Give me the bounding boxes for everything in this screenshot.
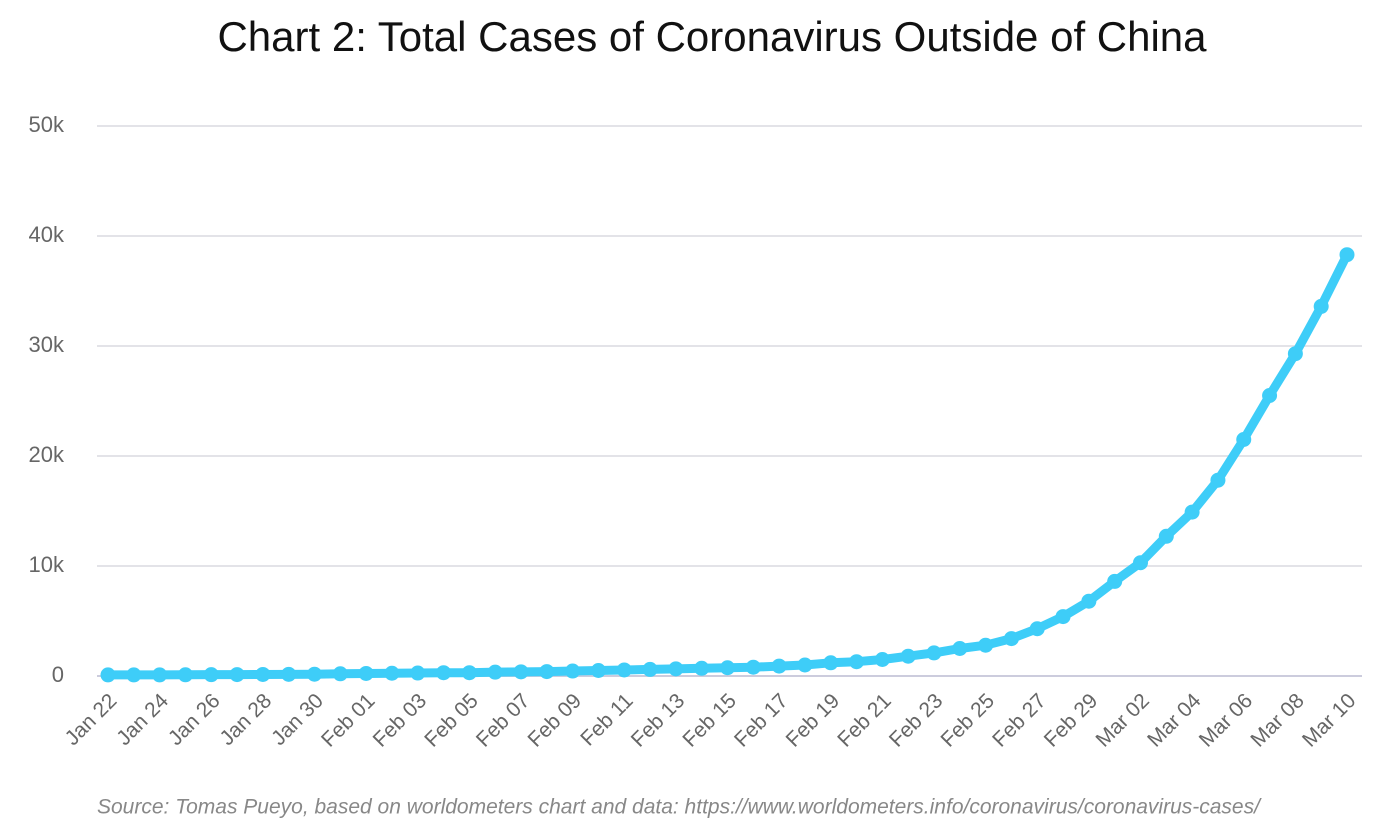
x-tick-label: Feb 01 — [317, 689, 380, 752]
marker — [797, 657, 813, 673]
x-tick-label: Jan 22 — [61, 689, 122, 750]
x-tick-label: Feb 05 — [420, 689, 483, 752]
x-tick-label: Feb 21 — [833, 689, 896, 752]
marker — [1287, 346, 1303, 362]
x-tick-label: Feb 09 — [524, 689, 587, 752]
marker — [978, 637, 994, 653]
y-tick-label: 0 — [52, 662, 64, 687]
marker — [513, 664, 529, 680]
marker — [1003, 631, 1019, 647]
x-tick-label: Mar 10 — [1298, 689, 1360, 751]
y-tick-label: 20k — [29, 442, 65, 467]
marker — [565, 663, 581, 679]
marker — [1133, 555, 1148, 571]
marker — [255, 666, 271, 682]
marker — [358, 665, 374, 681]
marker — [1210, 472, 1226, 488]
marker — [745, 659, 761, 675]
marker — [1055, 609, 1071, 625]
marker — [487, 664, 503, 680]
marker — [177, 667, 193, 683]
x-tick-label: Jan 30 — [267, 689, 328, 750]
marker — [152, 667, 168, 683]
marker — [1158, 528, 1174, 544]
x-tick-label: Feb 19 — [782, 689, 845, 752]
marker — [461, 665, 477, 681]
marker — [1339, 247, 1355, 263]
marker — [668, 661, 684, 677]
x-tick-label: Mar 04 — [1143, 689, 1206, 752]
marker — [694, 660, 710, 676]
marker — [616, 662, 632, 678]
marker — [771, 658, 787, 674]
marker — [1236, 432, 1252, 447]
marker — [1081, 593, 1097, 609]
y-tick-label: 10k — [29, 552, 65, 577]
x-tick-label: Feb 29 — [1040, 689, 1103, 752]
marker — [823, 655, 839, 671]
x-tick-label: Feb 03 — [369, 689, 432, 752]
marker — [900, 648, 916, 664]
marker — [436, 665, 452, 681]
y-tick-label: 40k — [29, 222, 65, 247]
x-tick-label: Feb 27 — [988, 689, 1051, 752]
marker — [410, 665, 426, 681]
x-tick-label: Mar 06 — [1195, 689, 1257, 751]
x-tick-label: Mar 08 — [1246, 689, 1308, 751]
marker — [126, 667, 142, 683]
marker — [1029, 621, 1045, 637]
marker — [849, 654, 865, 670]
marker — [539, 664, 555, 680]
marker — [281, 666, 297, 682]
x-tick-label: Feb 11 — [576, 689, 637, 750]
marker — [100, 667, 116, 683]
x-tick-label: Feb 25 — [937, 689, 1000, 752]
x-tick-label: Jan 26 — [164, 689, 225, 750]
x-tick-label: Feb 15 — [678, 689, 741, 752]
marker — [384, 665, 400, 681]
marker — [642, 661, 658, 677]
x-tick-label: Feb 07 — [472, 689, 535, 752]
line — [108, 252, 1352, 680]
x-tick-label: Jan 28 — [215, 689, 276, 750]
marker — [1107, 573, 1123, 589]
x-tick-label: Feb 17 — [730, 689, 793, 752]
marker — [952, 641, 968, 656]
x-tick-label: Mar 02 — [1091, 689, 1153, 751]
source-note: Source: Tomas Pueyo, based on worldomete… — [97, 796, 1262, 819]
marker — [874, 652, 890, 667]
marker — [926, 645, 942, 661]
marker — [590, 663, 606, 678]
marker — [720, 660, 735, 676]
y-tick-label: 30k — [29, 332, 65, 357]
marker — [307, 666, 322, 682]
marker — [332, 666, 348, 682]
marker — [1262, 388, 1278, 403]
y-tick-label: 50k — [29, 112, 65, 137]
x-tick-label: Jan 24 — [112, 689, 173, 750]
marker — [203, 667, 219, 683]
marker — [229, 667, 245, 683]
x-tick-label: Feb 23 — [885, 689, 948, 752]
x-tick-label: Feb 13 — [627, 689, 690, 752]
marker — [1184, 504, 1200, 520]
marker — [1313, 298, 1329, 314]
chart-title: Chart 2: Total Cases of Coronavirus Outs… — [217, 13, 1207, 60]
